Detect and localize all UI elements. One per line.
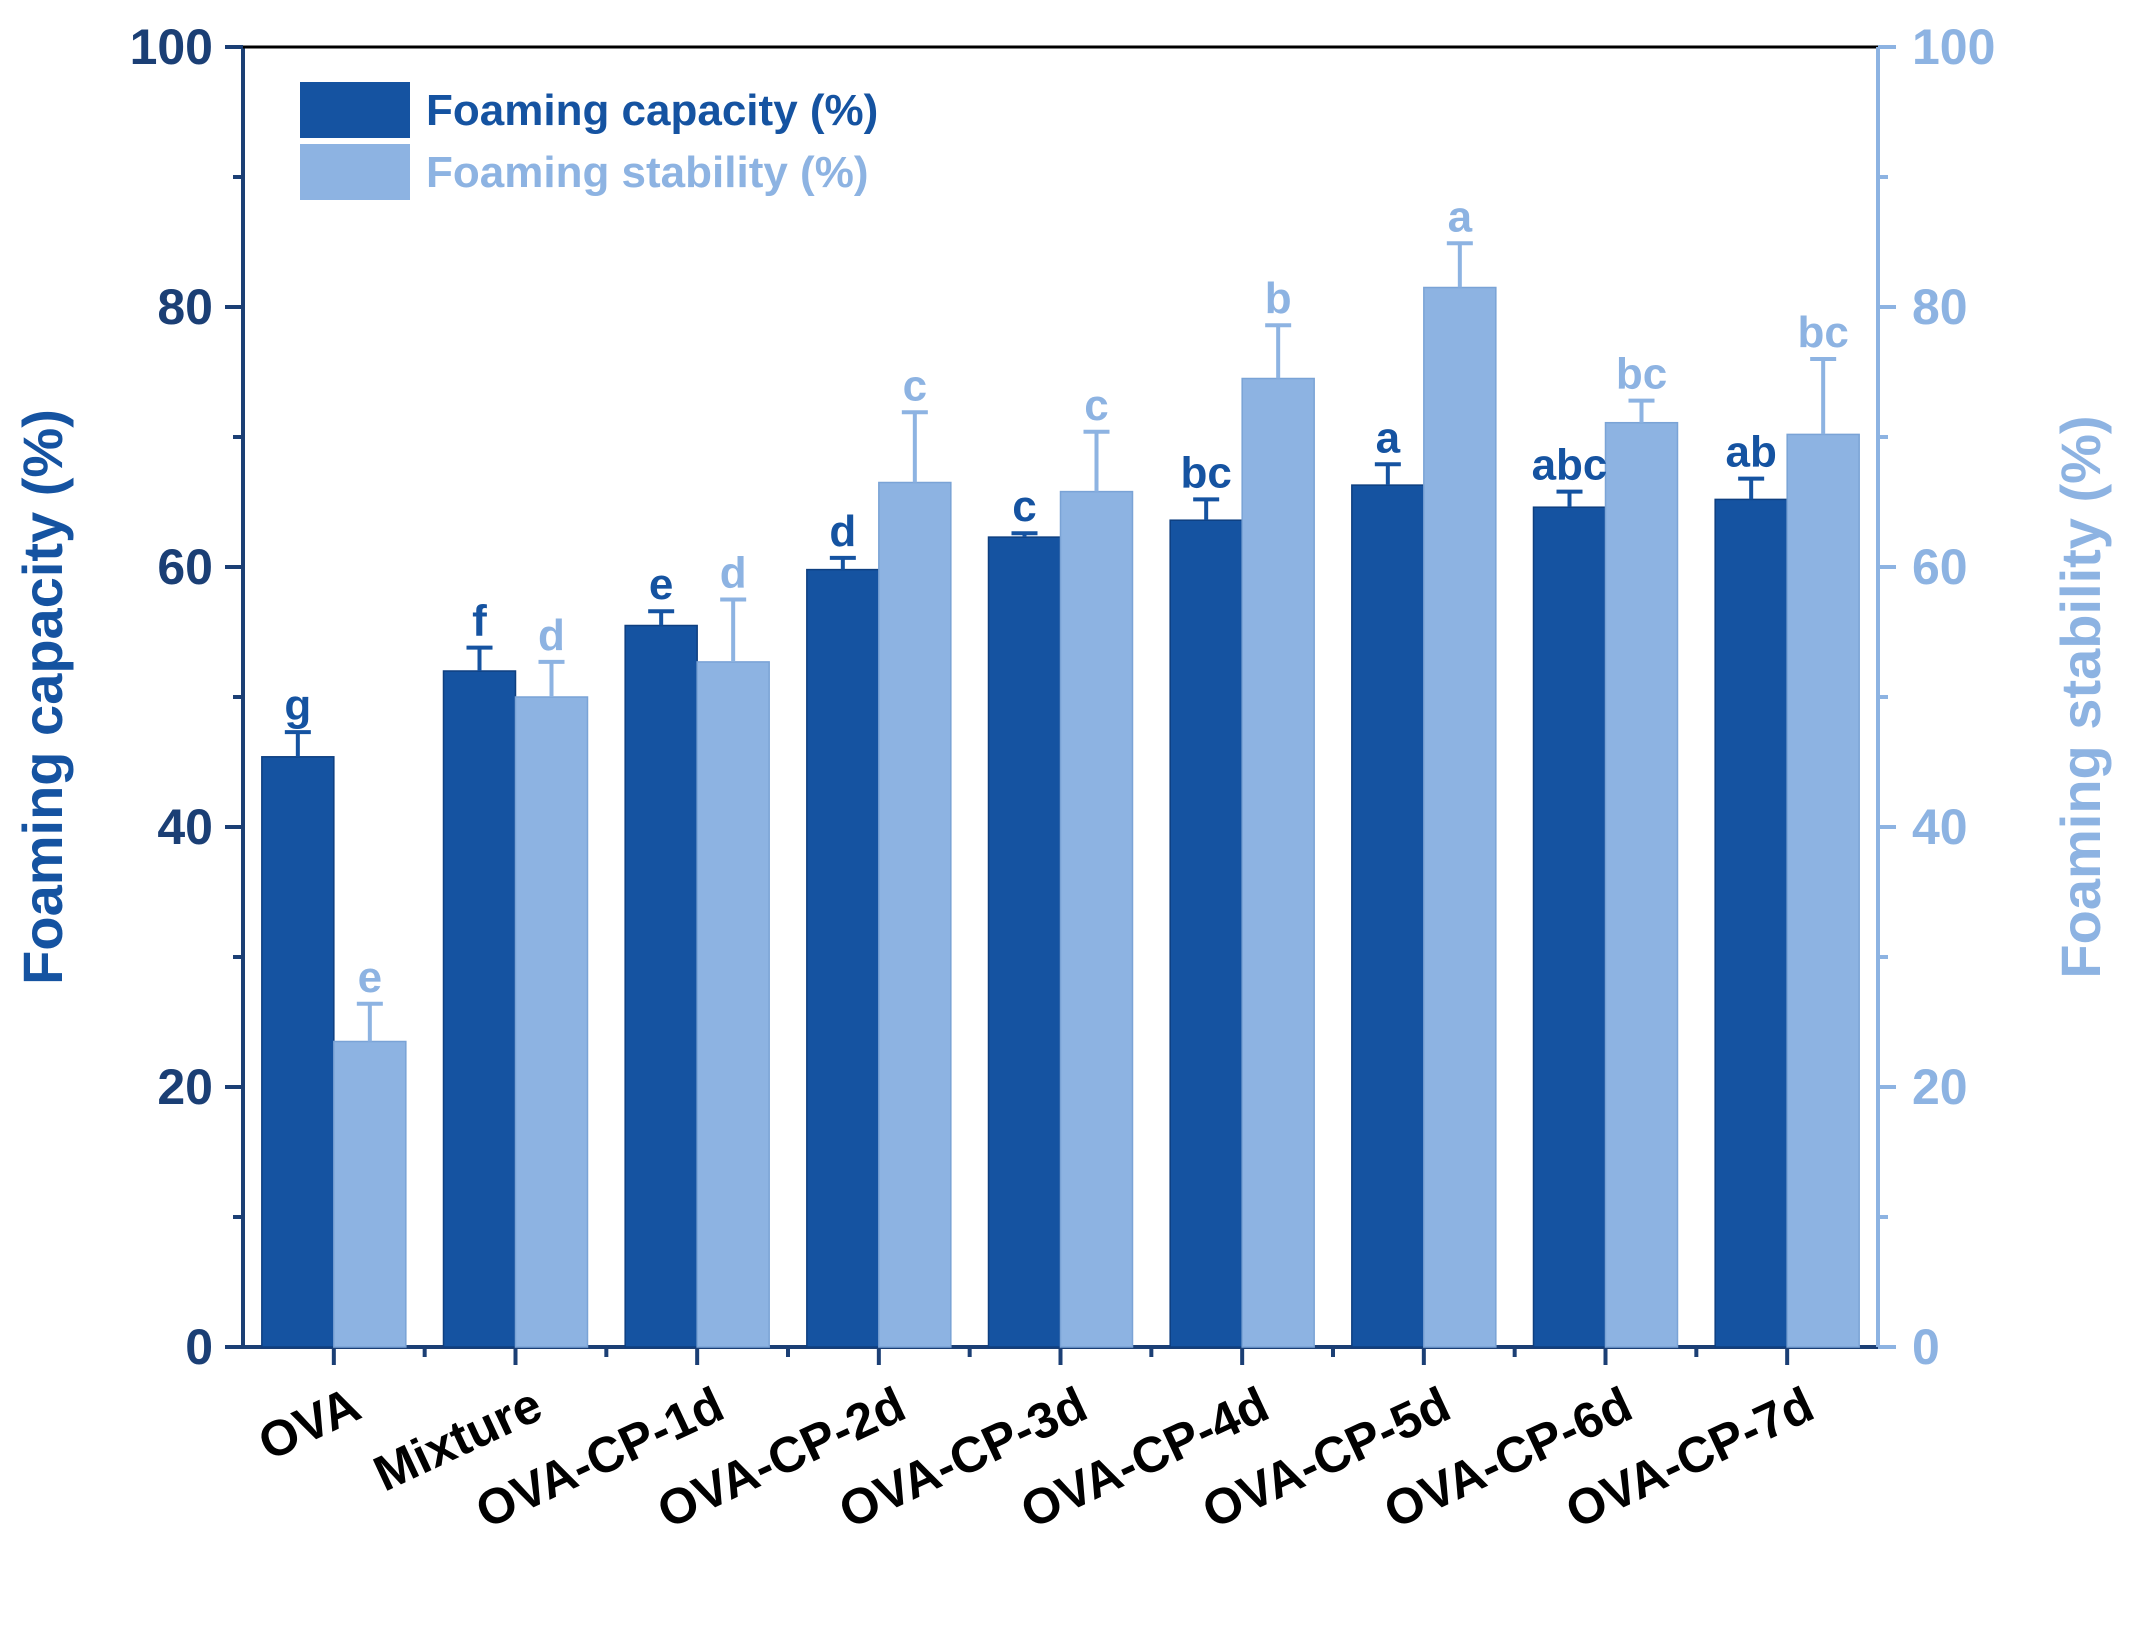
letter-foaming-capacity: a [1376,413,1401,462]
bar-foaming-capacity [442,670,517,1348]
legend-swatch [300,144,410,200]
x-category-label: OVA [250,1376,369,1471]
right-tick-label: 20 [1912,1059,1968,1115]
letter-foaming-stability: c [1084,381,1108,430]
letter-foaming-stability: c [903,361,927,410]
letter-foaming-stability: bc [1616,350,1667,399]
bar-foaming-stability [333,1040,407,1348]
bar-foaming-capacity [1714,498,1788,1348]
bar-foaming-stability [1059,490,1134,1348]
bar-foaming-stability [1241,377,1315,1348]
letter-foaming-capacity: bc [1180,448,1231,497]
bar-foaming-stability [878,481,952,1348]
letter-foaming-capacity: e [649,560,673,609]
right-tick-label: 80 [1912,279,1968,335]
bar-foaming-capacity [987,536,1062,1348]
letter-foaming-stability: a [1448,192,1473,241]
letter-foaming-stability: bc [1797,308,1848,357]
left-tick-label: 40 [157,799,213,855]
bar-foaming-capacity [806,568,880,1348]
letter-foaming-capacity: d [829,507,856,556]
bar-foaming-capacity [1169,519,1243,1348]
letter-foaming-capacity: abc [1532,441,1608,490]
letter-foaming-stability: b [1265,274,1292,323]
left-axis-title: Foaming capacity (%) [11,409,74,985]
letter-foaming-capacity: ab [1725,428,1776,477]
legend-label: Foaming capacity (%) [426,86,878,135]
left-tick-label: 20 [157,1059,213,1115]
bar-foaming-capacity [1532,506,1607,1348]
bar-foaming-stability [1423,286,1497,1348]
right-tick-label: 0 [1912,1319,1940,1375]
right-tick-label: 40 [1912,799,1968,855]
right-tick-label: 60 [1912,539,1968,595]
letter-foaming-capacity: g [284,681,311,730]
legend: Foaming capacity (%) Foaming stability (%… [300,82,878,200]
left-tick-label: 100 [130,19,213,75]
right-axis-title: Foaming stability (%) [2049,415,2112,978]
letter-foaming-stability: d [538,611,565,660]
legend-swatch [300,82,410,138]
letter-foaming-capacity: f [472,597,487,646]
right-tick-label: 100 [1912,19,1995,75]
letter-foaming-stability: e [358,953,382,1002]
letter-foaming-capacity: c [1012,482,1036,531]
letter-foaming-stability: d [720,549,747,598]
bar-foaming-capacity [261,756,335,1348]
left-tick-label: 60 [157,539,213,595]
bar-foaming-stability [1786,433,1860,1348]
legend-label: Foaming stability (%) [426,148,868,197]
bars-layer [261,241,1860,1348]
bar-foaming-capacity [624,624,698,1348]
left-tick-label: 80 [157,279,213,335]
bar-foaming-stability [696,661,770,1348]
bar-foaming-capacity [1351,484,1425,1348]
left-tick-label: 0 [185,1319,213,1375]
bar-foaming-stability [514,696,589,1348]
bar-foaming-stability [1604,421,1679,1348]
